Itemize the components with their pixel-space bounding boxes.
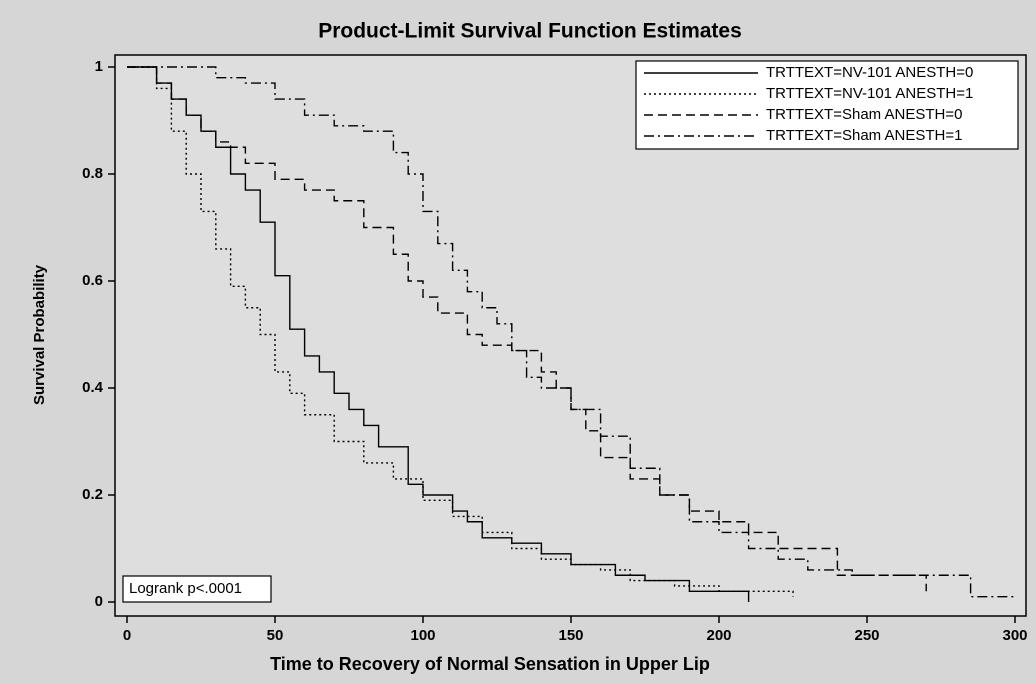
- y-axis-label: Survival Probability: [31, 264, 48, 405]
- survival-curve: [127, 66, 794, 597]
- legend-label: TRTTEXT=Sham ANESTH=0: [766, 106, 962, 123]
- legend-label: TRTTEXT=NV-101 ANESTH=0: [766, 64, 973, 81]
- y-tick-label: 0: [95, 593, 103, 610]
- annotation-box: [122, 575, 272, 603]
- survival-curve: [127, 66, 1015, 598]
- chart-title: Product-Limit Survival Function Estimate…: [318, 20, 742, 43]
- legend-label: TRTTEXT=Sham ANESTH=1: [766, 127, 962, 144]
- x-tick-label: 300: [1002, 627, 1027, 644]
- x-axis-label: Time to Recovery of Normal Sensation in …: [270, 654, 710, 674]
- x-tick-label: 200: [706, 627, 731, 644]
- x-tick-label: 250: [854, 627, 879, 644]
- y-tick-label: 0.6: [82, 272, 103, 289]
- y-tick-label: 0.2: [82, 486, 103, 503]
- y-tick-label: 0.8: [82, 165, 103, 182]
- x-tick-label: 100: [410, 627, 435, 644]
- y-tick-label: 1: [95, 58, 103, 75]
- legend-label: TRTTEXT=NV-101 ANESTH=1: [766, 85, 973, 102]
- x-tick-label: 50: [267, 627, 284, 644]
- x-tick-label: 0: [123, 627, 131, 644]
- x-tick-label: 150: [558, 627, 583, 644]
- y-tick-label: 0.4: [82, 379, 104, 396]
- annotation: Logrank p<.0001: [129, 580, 242, 597]
- legend-box: [635, 60, 1019, 150]
